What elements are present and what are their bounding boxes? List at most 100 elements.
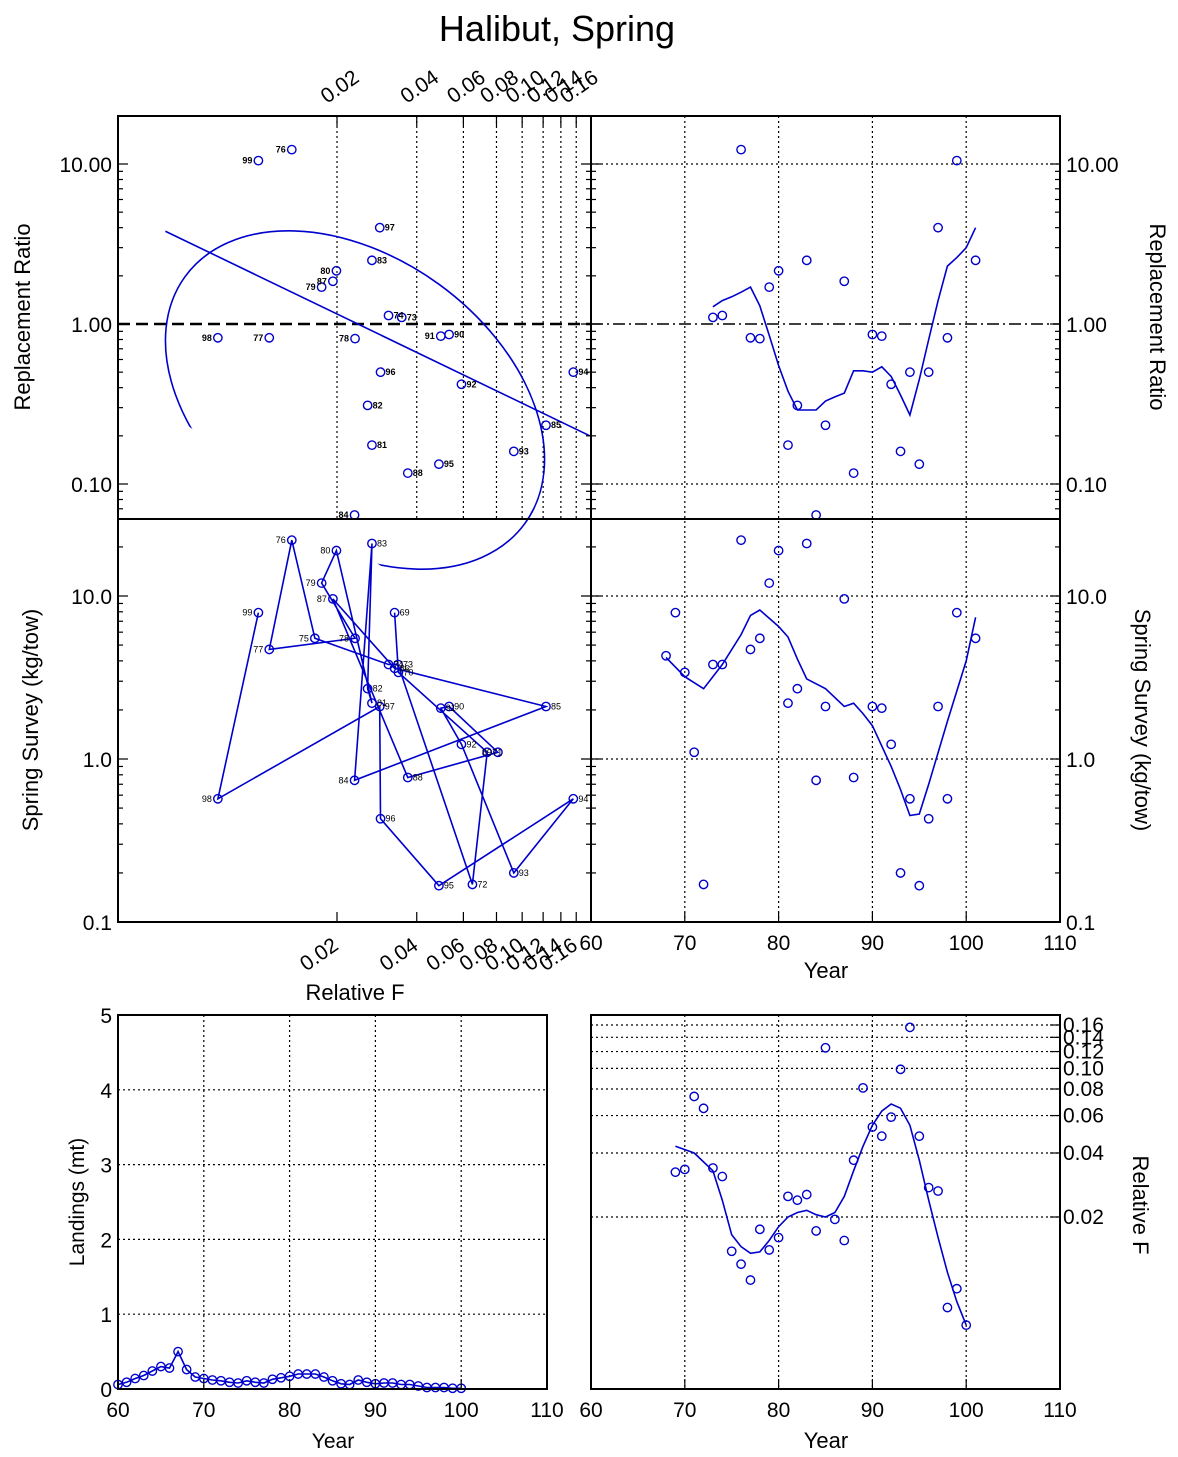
f-year-point-80 [773, 1232, 784, 1243]
survey-year-point-91 [876, 703, 887, 714]
rr-right-tick-label-2: 10.00 [1066, 154, 1119, 177]
rr-year-smooth [712, 227, 977, 418]
survey-f-point-69 [389, 607, 400, 618]
survey-f-label-82: 82 [373, 684, 383, 694]
survey-f-point-89 [493, 747, 503, 758]
rr-year-point-84 [811, 510, 822, 520]
rr-f-label-73: 73 [407, 312, 417, 322]
survey-f-path [216, 540, 574, 887]
survey-right-tick-label-1: 1.0 [1066, 749, 1095, 772]
f-year-point-84 [811, 1226, 822, 1236]
confidence-ellipse [164, 230, 546, 570]
survey-year-point-83 [801, 538, 812, 549]
fyear-tick-label-0: 60 [579, 1399, 602, 1422]
landings-point-64 [147, 1366, 158, 1376]
fyear-right-tick-label-6: 0.14 [1063, 1026, 1104, 1049]
rr-f-point-97 [374, 222, 385, 233]
rr-year-point-97 [933, 222, 943, 233]
survey-f-label-85: 85 [551, 701, 561, 711]
fyear-tick-label-3: 90 [861, 1399, 884, 1422]
f-year-point-76 [736, 1259, 746, 1270]
rr-left-tick-label-1: 1.00 [71, 314, 112, 337]
landings-point-74 [233, 1378, 244, 1388]
landings-point-84 [319, 1372, 329, 1382]
landings-point-88 [353, 1375, 364, 1385]
survey-right-axis-title: Spring Survey (kg/tow) [1130, 609, 1155, 832]
f-year-point-91 [876, 1131, 887, 1142]
rr-f-label-84: 84 [339, 510, 349, 520]
survey-year-point-87 [839, 593, 850, 604]
rr-f-label-74: 74 [394, 311, 404, 321]
survey-year-point-90 [867, 701, 878, 712]
survey-f-label-75: 75 [299, 633, 309, 643]
survey-year-point-70 [679, 667, 690, 678]
survey-year-smooth [665, 609, 977, 817]
f-year-point-93 [895, 1064, 906, 1075]
panel-frames [117, 115, 1061, 1390]
survey-year-point-77 [745, 644, 756, 655]
rr-f-label-98: 98 [202, 333, 212, 343]
survey-f-label-88: 88 [413, 773, 423, 783]
rr-year-point-82 [792, 400, 803, 411]
survey-f-label-90: 90 [454, 701, 464, 711]
rr-year-point-101 [970, 255, 981, 266]
year-tick-label-3: 90 [861, 932, 884, 955]
landings-point-63 [138, 1370, 149, 1381]
rr-year-point-98 [942, 332, 953, 343]
rr-year-point-91 [876, 331, 887, 342]
rr-right-tick-label-1: 1.00 [1066, 314, 1107, 337]
survey-f-label-80: 80 [320, 546, 330, 556]
gridlines [118, 116, 1060, 1389]
survey-f-label-79: 79 [306, 578, 316, 588]
panel-frame-tr [590, 115, 1061, 520]
rr-year-point-90 [867, 329, 878, 340]
survey-f-point-88 [402, 772, 413, 783]
rr-year-point-77 [745, 332, 756, 343]
survey-f-label-72: 72 [477, 879, 487, 889]
panel-frame-bl [117, 1014, 548, 1390]
fyear-right-tick-label-7: 0.16 [1063, 1014, 1104, 1037]
survey-f-label-73: 73 [403, 659, 413, 669]
landings-point-85 [327, 1375, 338, 1386]
landings-point-68 [181, 1364, 192, 1375]
fyear-tick-label-2: 80 [767, 1399, 790, 1422]
panel-frame-mr [590, 518, 1061, 923]
survey-f-label-83: 83 [377, 538, 387, 548]
survey-f-point-85 [541, 701, 551, 712]
rr-f-label-94: 94 [578, 367, 588, 377]
f-year-point-97 [933, 1186, 943, 1196]
rr-f-point-78 [350, 333, 360, 344]
rr-f-label-95: 95 [444, 459, 454, 469]
survey-left-axis-title: Spring Survey (kg/tow) [18, 609, 43, 832]
fyear-tick-label-5: 110 [1043, 1399, 1076, 1422]
survey-year-point-73 [708, 659, 718, 670]
rr-f-label-99: 99 [242, 156, 252, 166]
survey-year-point-69 [670, 607, 681, 618]
survey-year-point-99 [951, 607, 962, 618]
survey-f-point-83 [367, 538, 377, 549]
rr-f-label-90: 90 [454, 329, 464, 339]
rr-f-label-88: 88 [413, 468, 423, 478]
survey-f-point-82 [362, 683, 373, 694]
year-axis-title-top: Year [804, 958, 848, 983]
survey-f-point-94 [568, 793, 579, 804]
f-year-point-92 [886, 1112, 897, 1123]
survey-f-point-92 [456, 739, 467, 750]
survey-f-label-93: 93 [519, 868, 529, 878]
survey-f-label-71: 71 [492, 747, 502, 757]
survey-year-point-80 [773, 545, 784, 556]
f-year-point-94 [905, 1022, 915, 1033]
rr-f-label-87: 87 [317, 276, 327, 286]
rr-f-point-96 [375, 367, 386, 378]
survey-year-point-95 [914, 880, 925, 891]
survey-f-point-78 [350, 633, 360, 644]
landings-tick-label-4: 4 [100, 1080, 112, 1103]
f-year-point-88 [848, 1155, 859, 1166]
rr-year-point-92 [886, 379, 897, 390]
f-year-point-83 [801, 1189, 812, 1200]
f-year-point-77 [745, 1275, 756, 1285]
tick-marks [117, 116, 1061, 1389]
landings-tick-label-0: 0 [100, 1379, 112, 1402]
rr-f-point-77 [264, 332, 275, 343]
survey-year-point-88 [848, 772, 859, 783]
